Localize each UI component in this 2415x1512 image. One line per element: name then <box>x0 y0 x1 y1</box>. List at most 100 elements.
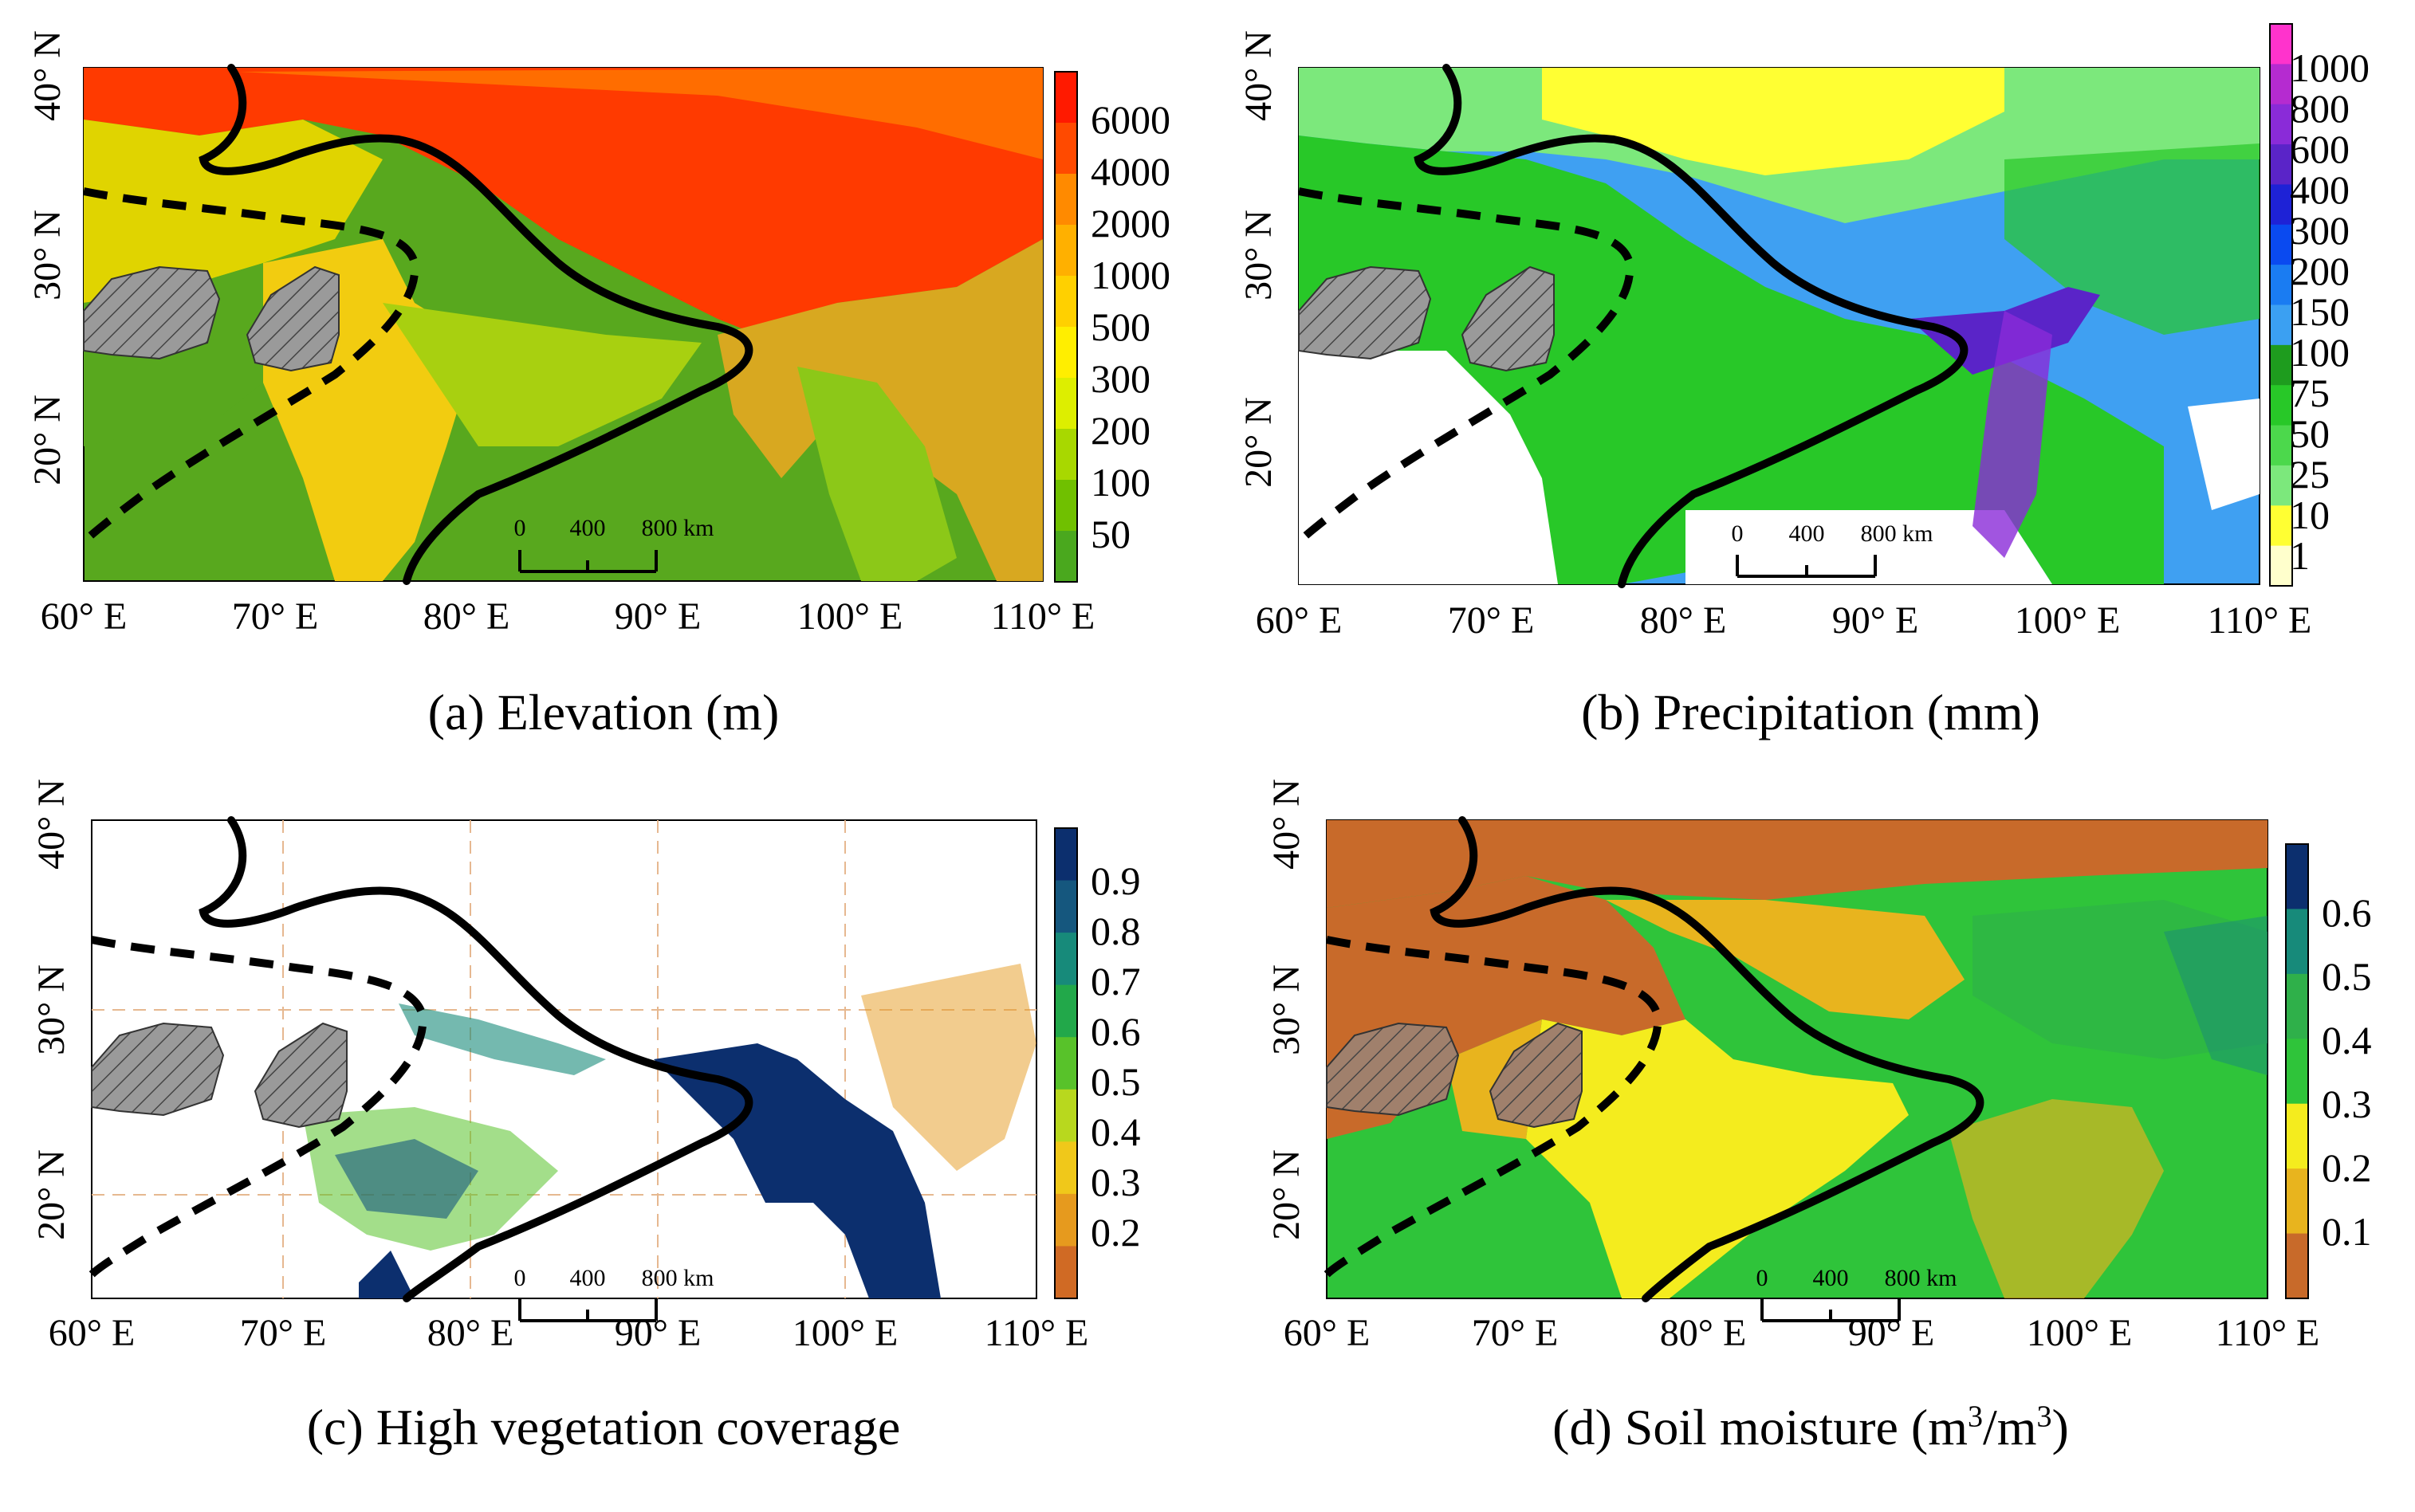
precipitation-map <box>1298 67 2260 585</box>
panel-precipitation: 0 400 800 km 1000 800 600 400 300 200 15… <box>1207 0 2415 756</box>
hatched-regions <box>1324 816 1984 1302</box>
lon-label: 60° E <box>40 595 128 638</box>
colorbar-label: 0.9 <box>1091 858 1141 903</box>
colorbar-label: 200 <box>1091 408 1150 453</box>
lon-label: 100° E <box>792 1312 899 1354</box>
colorbar-segment <box>1055 480 1077 532</box>
colorbar-segment <box>2270 224 2292 265</box>
colorbar-segment <box>2270 144 2292 185</box>
scale-bar <box>1760 1299 1901 1322</box>
hatched-region-east <box>246 265 340 372</box>
colorbar-segment <box>2270 505 2292 547</box>
scale-bar <box>1736 555 1877 578</box>
lat-label: 20° N <box>1237 397 1280 488</box>
colorbar-label: 200 <box>2290 249 2350 293</box>
scale-label-400: 400 <box>569 515 606 541</box>
colorbar-segment <box>2270 344 2292 386</box>
colorbar-segment <box>1055 880 1077 933</box>
caption: (d) Soil moisture (m3/m3) <box>1552 1399 2069 1455</box>
lon-label: 100° E <box>2014 599 2121 642</box>
hatched-region-west <box>1298 265 1432 360</box>
colorbar-label: 25 <box>2290 452 2330 497</box>
lon-label: 70° E <box>231 595 319 638</box>
scale-label-0: 0 <box>513 515 526 541</box>
colorbar-segment <box>2270 385 2292 426</box>
caption: (b) Precipitation (mm) <box>1581 684 2040 740</box>
lon-label: 90° E <box>614 1312 702 1354</box>
hatched-region-west <box>1326 1022 1460 1117</box>
colorbar-label: 50 <box>2290 411 2330 456</box>
hatched-regions <box>1296 64 1969 588</box>
colorbar-label: 2000 <box>1091 201 1170 245</box>
colorbar-segment <box>2286 844 2308 909</box>
colorbar-label: 10 <box>2290 493 2330 537</box>
lon-label: 60° E <box>1283 1312 1371 1354</box>
hatched-regions <box>88 816 753 1302</box>
lon-label: 60° E <box>1255 599 1343 642</box>
colorbar-label: 600 <box>2290 127 2350 171</box>
colorbar-segment <box>2286 1233 2308 1299</box>
monsoon-boundary-solid <box>1430 816 1984 1302</box>
colorbar <box>1054 827 1078 1299</box>
lon-label: 80° E <box>1639 599 1727 642</box>
colorbar-label: 100 <box>2290 330 2350 375</box>
colorbar-segment <box>2270 265 2292 305</box>
colorbar-label: 150 <box>2290 289 2350 334</box>
colorbar-label: 0.5 <box>1091 1059 1141 1104</box>
colorbar-segment <box>1055 429 1077 481</box>
scale-label-400: 400 <box>1812 1265 1849 1291</box>
lat-label: 20° N <box>1265 1149 1308 1240</box>
lon-label: 100° E <box>2026 1312 2133 1354</box>
colorbar-frame <box>2269 23 2293 587</box>
colorbar-segment <box>2270 104 2292 145</box>
colorbar-frame <box>1054 827 1078 1299</box>
lat-label: 40° N <box>26 30 69 121</box>
colorbar-segment <box>1055 1089 1077 1142</box>
lon-label: 110° E <box>990 595 1095 638</box>
colorbar-segment <box>1055 828 1077 882</box>
monsoon-boundary-solid <box>199 816 753 1302</box>
colorbar-frame <box>1054 71 1078 583</box>
panel-elevation: 0 400 800 km 6000 4000 2000 1000 500 300… <box>0 0 1207 756</box>
lon-label: 80° E <box>427 1312 514 1354</box>
hatched-region-east <box>254 1022 348 1129</box>
hatched-region-west <box>83 265 221 360</box>
scale-label-0: 0 <box>513 1265 526 1291</box>
colorbar-label: 0.7 <box>1091 959 1141 1003</box>
hatched-region-west <box>91 1022 225 1117</box>
lat-label: 40° N <box>1265 779 1308 870</box>
scale-label-800: 800 km <box>641 515 714 541</box>
colorbar-label: 0.6 <box>1091 1009 1141 1054</box>
hatched-region-east <box>1461 265 1555 372</box>
colorbar-segment <box>2286 1168 2308 1235</box>
colorbar-label: 1000 <box>2290 45 2370 90</box>
scale-label-0: 0 <box>1756 1265 1768 1291</box>
elevation-map <box>83 67 1044 582</box>
lat-label: 20° N <box>30 1149 73 1240</box>
colorbar-label: 1000 <box>1091 253 1170 297</box>
colorbar-label: 0.4 <box>2322 1018 2372 1062</box>
colorbar-segment <box>1055 984 1077 1038</box>
colorbar <box>2285 843 2309 1299</box>
colorbar-segment <box>2270 545 2292 587</box>
colorbar-segment <box>2286 1103 2308 1169</box>
scale-label-800: 800 km <box>1884 1265 1957 1291</box>
lat-label: 40° N <box>1237 30 1280 121</box>
colorbar-label: 300 <box>2290 208 2350 253</box>
monsoon-boundary-solid <box>199 64 753 585</box>
colorbar-segment <box>1055 225 1077 277</box>
lon-label: 70° E <box>1471 1312 1559 1354</box>
colorbar-label: 400 <box>2290 167 2350 212</box>
colorbar-label: 6000 <box>1091 97 1170 142</box>
scale-label-800: 800 km <box>641 1265 714 1291</box>
lon-label: 90° E <box>1847 1312 1935 1354</box>
vegetation-map <box>91 819 1037 1299</box>
colorbar-label: 0.2 <box>2322 1145 2372 1190</box>
colorbar-label: 300 <box>1091 356 1150 401</box>
colorbar-segment <box>1055 327 1077 379</box>
colorbar-label: 0.2 <box>1091 1210 1141 1255</box>
caption: (c) High vegetation coverage <box>306 1399 901 1455</box>
colorbar-segment <box>2270 64 2292 105</box>
colorbar-segment <box>1055 123 1077 175</box>
colorbar-label: 500 <box>1091 304 1150 349</box>
